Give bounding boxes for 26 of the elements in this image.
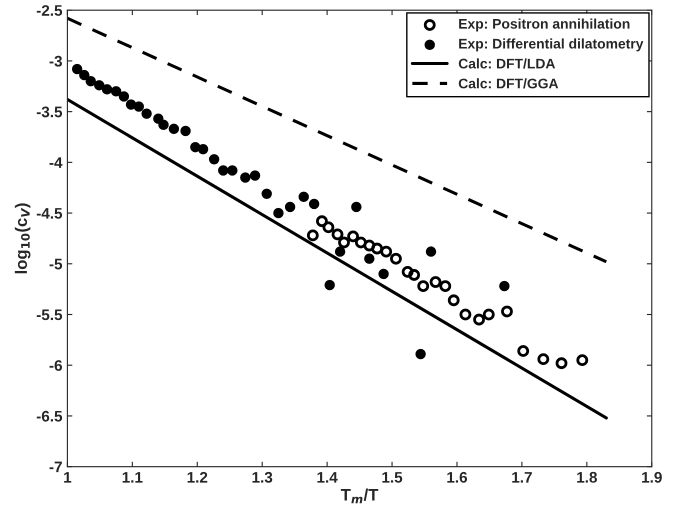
y-tick-label: -7 [50,462,62,472]
y-tick-label: -2.5 [36,5,62,16]
y-axis-title: log$_{10}$(c$_{V}$) [14,203,30,274]
y-tick-label: -5.5 [36,310,62,320]
legend-label: Calc: DFT/GGA [458,78,558,89]
y-tick-label: -6.5 [36,410,62,422]
y-tick-label: -3.5 [36,106,62,118]
x-tick-label: 1.8 [577,472,597,483]
legend-label: Exp: Differential dilatometry [459,38,644,52]
x-axis-title: T$_{m}$/T [340,488,378,504]
x-tick-label: 1.4 [317,472,338,483]
x-tick-label: 1.2 [188,472,208,483]
x-tick-label: 1 [64,472,72,483]
x-tick-label: 1.3 [252,472,272,483]
x-tick-label: 1.5 [382,472,402,483]
y-tick-label: -4.5 [36,208,62,219]
legend-label: Exp: Positron annihilation [459,18,630,32]
y-tick-label: -3 [50,56,62,67]
y-tick-label: -6 [50,360,62,371]
x-tick-label: 1.7 [512,472,532,483]
y-tick-label: -5 [50,258,62,270]
y-tick-label: -4 [50,157,62,168]
x-tick-label: 1.9 [642,472,662,483]
x-tick-label: 1.6 [447,472,468,483]
legend-label: Calc: DFT/LDA [458,58,556,69]
x-tick-label: 1.1 [122,472,143,483]
